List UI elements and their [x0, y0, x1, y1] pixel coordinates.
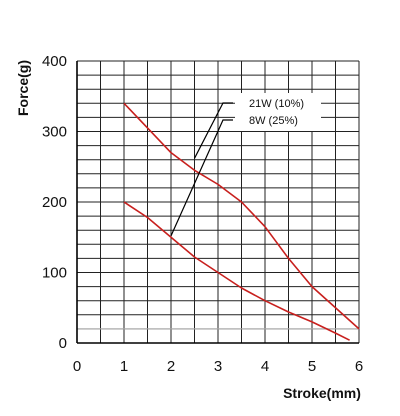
- x-tick-label: 3: [214, 358, 222, 375]
- y-tick-label: 300: [42, 124, 67, 141]
- y-tick-label: 100: [42, 265, 67, 282]
- x-tick-label: 1: [120, 358, 128, 375]
- x-tick-label: 2: [167, 358, 175, 375]
- legend-label-2: 8W (25%): [249, 115, 298, 127]
- legend: 21W (10%) 8W (25%): [170, 93, 321, 237]
- y-tick-label: 0: [59, 335, 67, 352]
- x-tick-label: 0: [73, 358, 81, 375]
- legend-leader-line-1: [193, 102, 233, 159]
- series-line-2: [123, 201, 350, 341]
- legend-box: [235, 93, 321, 131]
- legend-leader-line-2: [170, 119, 233, 237]
- x-tick-label: 6: [355, 358, 363, 375]
- series-line-1: [123, 102, 360, 330]
- y-tick-label: 200: [42, 194, 67, 211]
- tick-labels: 0 1 2 3 4 5 6 0 100 200 300 400: [42, 53, 363, 375]
- legend-label-1: 21W (10%): [249, 98, 304, 110]
- y-axis-label: Force(g): [15, 60, 31, 116]
- x-tick-label: 5: [308, 358, 316, 375]
- y-tick-label: 400: [42, 53, 67, 70]
- series-lines: [123, 102, 360, 341]
- x-tick-label: 4: [261, 358, 269, 375]
- axes: [76, 61, 359, 344]
- x-axis-label: Stroke(mm): [283, 385, 361, 401]
